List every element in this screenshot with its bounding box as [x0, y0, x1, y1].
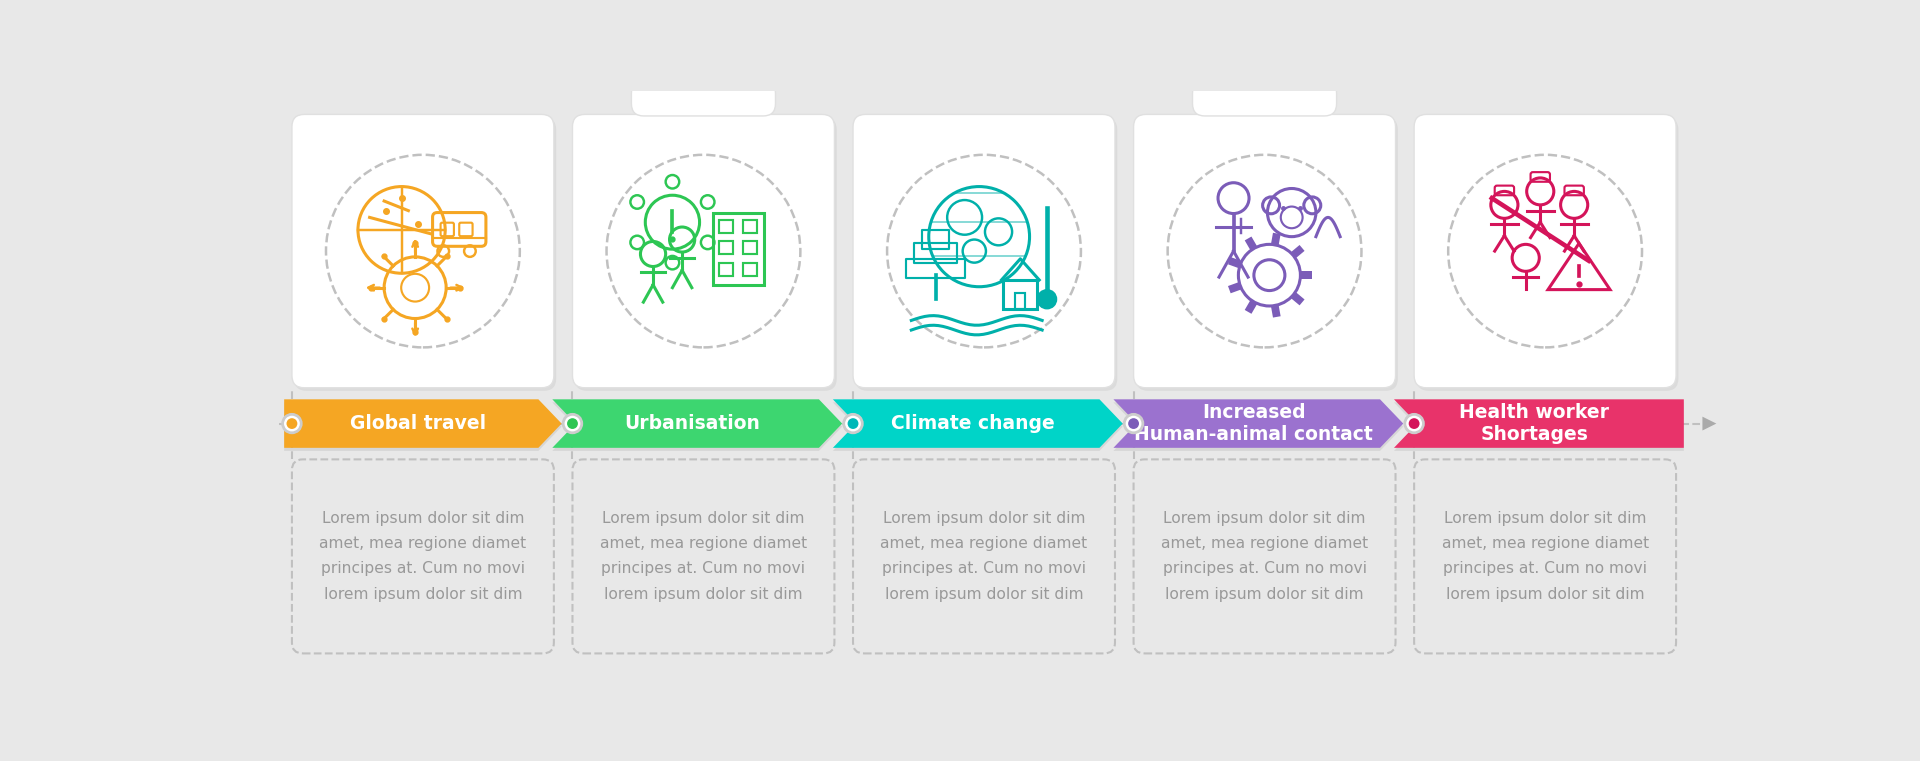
Circle shape — [563, 414, 582, 433]
Text: Lorem ipsum dolor sit dim
amet, mea regione diamet
principes at. Cum no movi
lor: Lorem ipsum dolor sit dim amet, mea regi… — [881, 511, 1087, 602]
Polygon shape — [284, 400, 563, 447]
Text: Climate change: Climate change — [891, 414, 1054, 433]
Polygon shape — [1290, 245, 1304, 258]
Circle shape — [847, 419, 858, 429]
Text: Urbanisation: Urbanisation — [624, 414, 760, 433]
FancyBboxPatch shape — [632, 81, 776, 116]
FancyBboxPatch shape — [854, 117, 1117, 391]
Polygon shape — [1703, 416, 1716, 431]
Circle shape — [1129, 419, 1139, 429]
Polygon shape — [833, 403, 1123, 451]
Bar — [720, 263, 733, 276]
Bar — [1016, 293, 1025, 309]
Polygon shape — [1114, 403, 1404, 451]
FancyBboxPatch shape — [1192, 81, 1336, 116]
Circle shape — [1039, 291, 1056, 308]
Polygon shape — [1300, 272, 1311, 279]
Text: Global travel: Global travel — [349, 414, 486, 433]
Polygon shape — [1229, 257, 1242, 268]
Polygon shape — [553, 403, 843, 451]
Circle shape — [286, 419, 298, 429]
FancyBboxPatch shape — [572, 114, 835, 388]
Polygon shape — [1290, 292, 1304, 305]
FancyBboxPatch shape — [852, 114, 1116, 388]
Text: Lorem ipsum dolor sit dim
amet, mea regione diamet
principes at. Cum no movi
lor: Lorem ipsum dolor sit dim amet, mea regi… — [319, 511, 526, 602]
Text: Health worker
Shortages: Health worker Shortages — [1459, 403, 1609, 444]
Circle shape — [1125, 414, 1142, 433]
Circle shape — [1409, 419, 1419, 429]
Polygon shape — [1244, 300, 1258, 314]
Text: Lorem ipsum dolor sit dim
amet, mea regione diamet
principes at. Cum no movi
lor: Lorem ipsum dolor sit dim amet, mea regi… — [1162, 511, 1369, 602]
Bar — [743, 220, 758, 233]
Text: Lorem ipsum dolor sit dim
amet, mea regione diamet
principes at. Cum no movi
lor: Lorem ipsum dolor sit dim amet, mea regi… — [599, 511, 806, 602]
Polygon shape — [284, 403, 563, 451]
Circle shape — [843, 414, 862, 433]
Text: Increased
Human-animal contact: Increased Human-animal contact — [1135, 403, 1373, 444]
Polygon shape — [553, 400, 843, 447]
Circle shape — [282, 414, 301, 433]
Bar — [743, 263, 758, 276]
Bar — [743, 241, 758, 254]
FancyBboxPatch shape — [1137, 117, 1398, 391]
FancyBboxPatch shape — [294, 117, 557, 391]
FancyBboxPatch shape — [1417, 117, 1678, 391]
Bar — [720, 241, 733, 254]
Polygon shape — [1271, 233, 1281, 246]
Text: Lorem ipsum dolor sit dim
amet, mea regione diamet
principes at. Cum no movi
lor: Lorem ipsum dolor sit dim amet, mea regi… — [1442, 511, 1649, 602]
Circle shape — [566, 419, 578, 429]
FancyBboxPatch shape — [1415, 114, 1676, 388]
Polygon shape — [1114, 400, 1404, 447]
FancyBboxPatch shape — [292, 114, 553, 388]
Circle shape — [1405, 414, 1423, 433]
Polygon shape — [1394, 400, 1684, 447]
Polygon shape — [1244, 237, 1258, 250]
Bar — [720, 220, 733, 233]
Polygon shape — [1394, 403, 1684, 451]
Polygon shape — [1271, 305, 1281, 317]
FancyBboxPatch shape — [1133, 114, 1396, 388]
FancyBboxPatch shape — [574, 117, 837, 391]
Polygon shape — [1229, 282, 1242, 293]
Polygon shape — [833, 400, 1123, 447]
Bar — [1004, 280, 1037, 309]
